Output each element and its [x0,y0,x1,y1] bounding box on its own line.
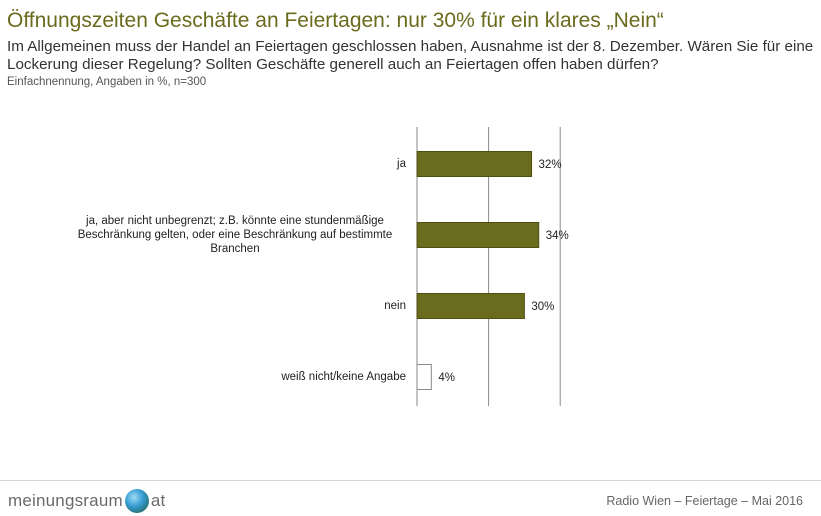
logo: meinungsraum at [8,487,165,515]
globe-icon [124,489,149,513]
category-label-weiss-nicht: weiß nicht/keine Angabe [281,371,406,383]
sample-note: Einfachnennung, Angaben in %, n=300 [7,76,207,88]
logo-text-right: at [150,491,166,510]
value-label-1: 34% [546,230,569,242]
logo-text-left: meinungsraum [8,491,123,510]
chart-title: Öffnungszeiten Geschäfte an Feiertagen: … [7,9,664,32]
value-label-2: 30% [531,301,554,313]
bar-chart: 32% 34% 30% 4% [416,127,569,406]
bar-2 [416,293,525,319]
bar-1 [416,222,540,248]
footer-divider [0,480,821,481]
value-label-0: 32% [539,159,562,171]
category-label-nein: nein [384,300,406,312]
category-label-ja-aber: ja, aber nicht unbegrenzt; z.B. könnte e… [77,215,393,255]
survey-question: Im Allgemeinen muss der Handel an Feiert… [7,38,814,73]
source-note: Radio Wien – Feiertage – Mai 2016 [606,494,803,508]
bar-0 [416,151,533,177]
bars [416,151,540,390]
value-labels: 32% 34% 30% 4% [438,159,568,384]
bar-3 [416,364,432,390]
category-label-ja: ja [397,158,406,170]
value-label-3: 4% [438,372,455,384]
